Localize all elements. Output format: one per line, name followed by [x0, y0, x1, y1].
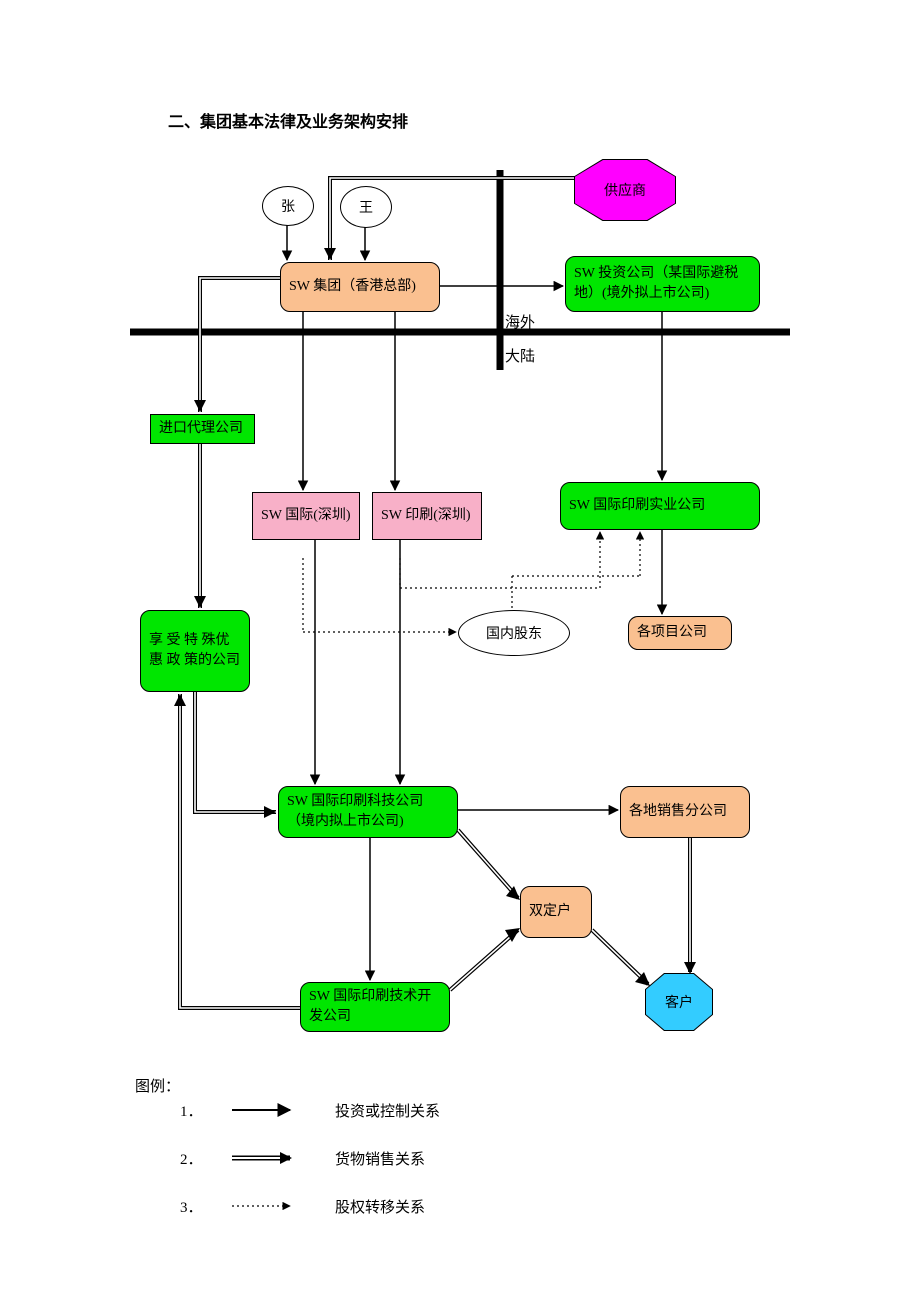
node-hq: SW 集团（香港总部): [280, 262, 440, 312]
legend-label-1: 货物销售关系: [335, 1148, 425, 1169]
node-wang: 王: [340, 186, 392, 228]
node-tech: SW 国际印刷科技公司（境内拟上市公司): [278, 786, 458, 838]
legend-label-0: 投资或控制关系: [335, 1100, 440, 1121]
diagram-page: 二、集团基本法律及业务架构安排: [0, 0, 920, 1302]
legend-num-1: 2．: [180, 1148, 203, 1169]
node-supplier: 供应商: [575, 160, 675, 220]
label-mainland: 大陆: [505, 345, 535, 366]
label-overseas: 海外: [505, 311, 535, 332]
legend-title: 图例：: [135, 1075, 180, 1096]
node-industry: SW 国际印刷实业公司: [560, 482, 760, 530]
legend-num-0: 1．: [180, 1100, 203, 1121]
node-sales: 各地销售分公司: [620, 786, 750, 838]
node-print_sz: SW 印刷(深圳): [372, 492, 482, 540]
legend-label-2: 股权转移关系: [335, 1196, 425, 1217]
node-special: 享 受 特 殊优 惠 政 策的公司: [140, 610, 250, 692]
node-invest: SW 投资公司（某国际避税地）(境外拟上市公司): [565, 256, 760, 312]
node-intl_sz: SW 国际(深圳): [252, 492, 360, 540]
legend-num-2: 3．: [180, 1196, 203, 1217]
node-dom_sh: 国内股东: [458, 610, 570, 656]
page-title: 二、集团基本法律及业务架构安排: [168, 108, 408, 132]
node-zhang: 张: [262, 186, 314, 226]
node-devtech: SW 国际印刷技术开发公司: [300, 982, 450, 1032]
node-customer: 客户: [646, 974, 712, 1030]
node-projects: 各项目公司: [628, 616, 732, 650]
node-shuang: 双定户: [520, 886, 592, 938]
node-import: 进口代理公司: [150, 414, 255, 444]
connector-layer: [0, 0, 920, 1302]
